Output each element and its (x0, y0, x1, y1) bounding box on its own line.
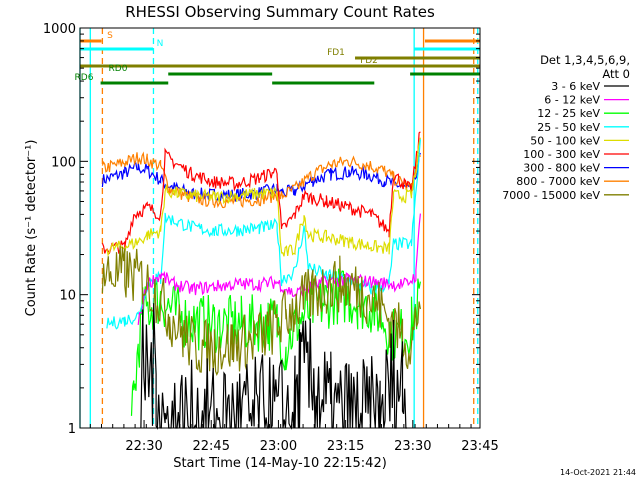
y-axis-label: Count Rate (s⁻¹ detector⁻¹) (24, 140, 39, 317)
footer-timestamp: 14-Oct-2021 21:44 (560, 468, 636, 477)
flag-label-s: S (107, 31, 113, 41)
series-line-6-12-kev (137, 213, 421, 325)
y-tick-label-3: 1000 (43, 22, 76, 37)
x-tick-label-4: 23:30 (394, 439, 431, 454)
y-tick-label-1: 10 (59, 289, 76, 304)
legend-label-3: 25 - 50 keV (537, 121, 600, 134)
x-tick-label-2: 23:00 (260, 439, 297, 454)
x-tick-label-0: 22:30 (125, 439, 162, 454)
legend-label-1: 6 - 12 keV (544, 94, 600, 107)
status-flag-bars: S N FD1 FD2 RD0 RD6 (75, 31, 480, 85)
legend-label-6: 300 - 800 keV (523, 162, 600, 175)
legend-label-8: 7000 - 15000 keV (502, 189, 600, 202)
series-lines (101, 131, 421, 430)
legend-label-5: 100 - 300 keV (523, 148, 600, 161)
flag-label-rd6: RD6 (75, 73, 94, 83)
x-tick-label-3: 23:15 (327, 439, 364, 454)
legend-label-2: 12 - 25 keV (537, 107, 600, 120)
legend-label-4: 50 - 100 keV (530, 134, 600, 147)
x-axis-label: Start Time (14-May-10 22:15:42) (173, 456, 387, 471)
axis-ticks: 22:30 22:45 23:00 23:15 23:30 23:45 1 10 100 1000 (43, 22, 499, 454)
series-line-300-800-kev (101, 152, 421, 204)
legend-label-0: 3 - 6 keV (551, 80, 600, 93)
x-tick-label-5: 23:45 (461, 439, 498, 454)
series-line-50-100-kev (106, 137, 421, 258)
x-tick-label-1: 22:45 (193, 439, 230, 454)
series-line-7000-15000-kev (101, 245, 421, 376)
legend-header-line-2: Att 0 (602, 67, 630, 81)
legend-label-7: 800 - 7000 keV (516, 175, 600, 188)
series-line-12-25-kev (130, 268, 421, 416)
series-line-3-6-kev (140, 303, 407, 430)
flag-label-fd1: FD1 (327, 48, 345, 58)
y-tick-label-2: 100 (51, 155, 76, 170)
chart-title: RHESSI Observing Summary Count Rates (125, 3, 435, 21)
series-line-100-300-kev (101, 131, 421, 255)
flag-label-n: N (157, 39, 164, 49)
flag-label-rd0: RD0 (109, 64, 128, 74)
plot-frame (79, 27, 481, 429)
legend-header-line-1: Det 1,3,4,5,6,9, (540, 53, 630, 67)
flag-label-fd2: FD2 (360, 56, 378, 66)
y-tick-label-0: 1 (68, 422, 76, 437)
